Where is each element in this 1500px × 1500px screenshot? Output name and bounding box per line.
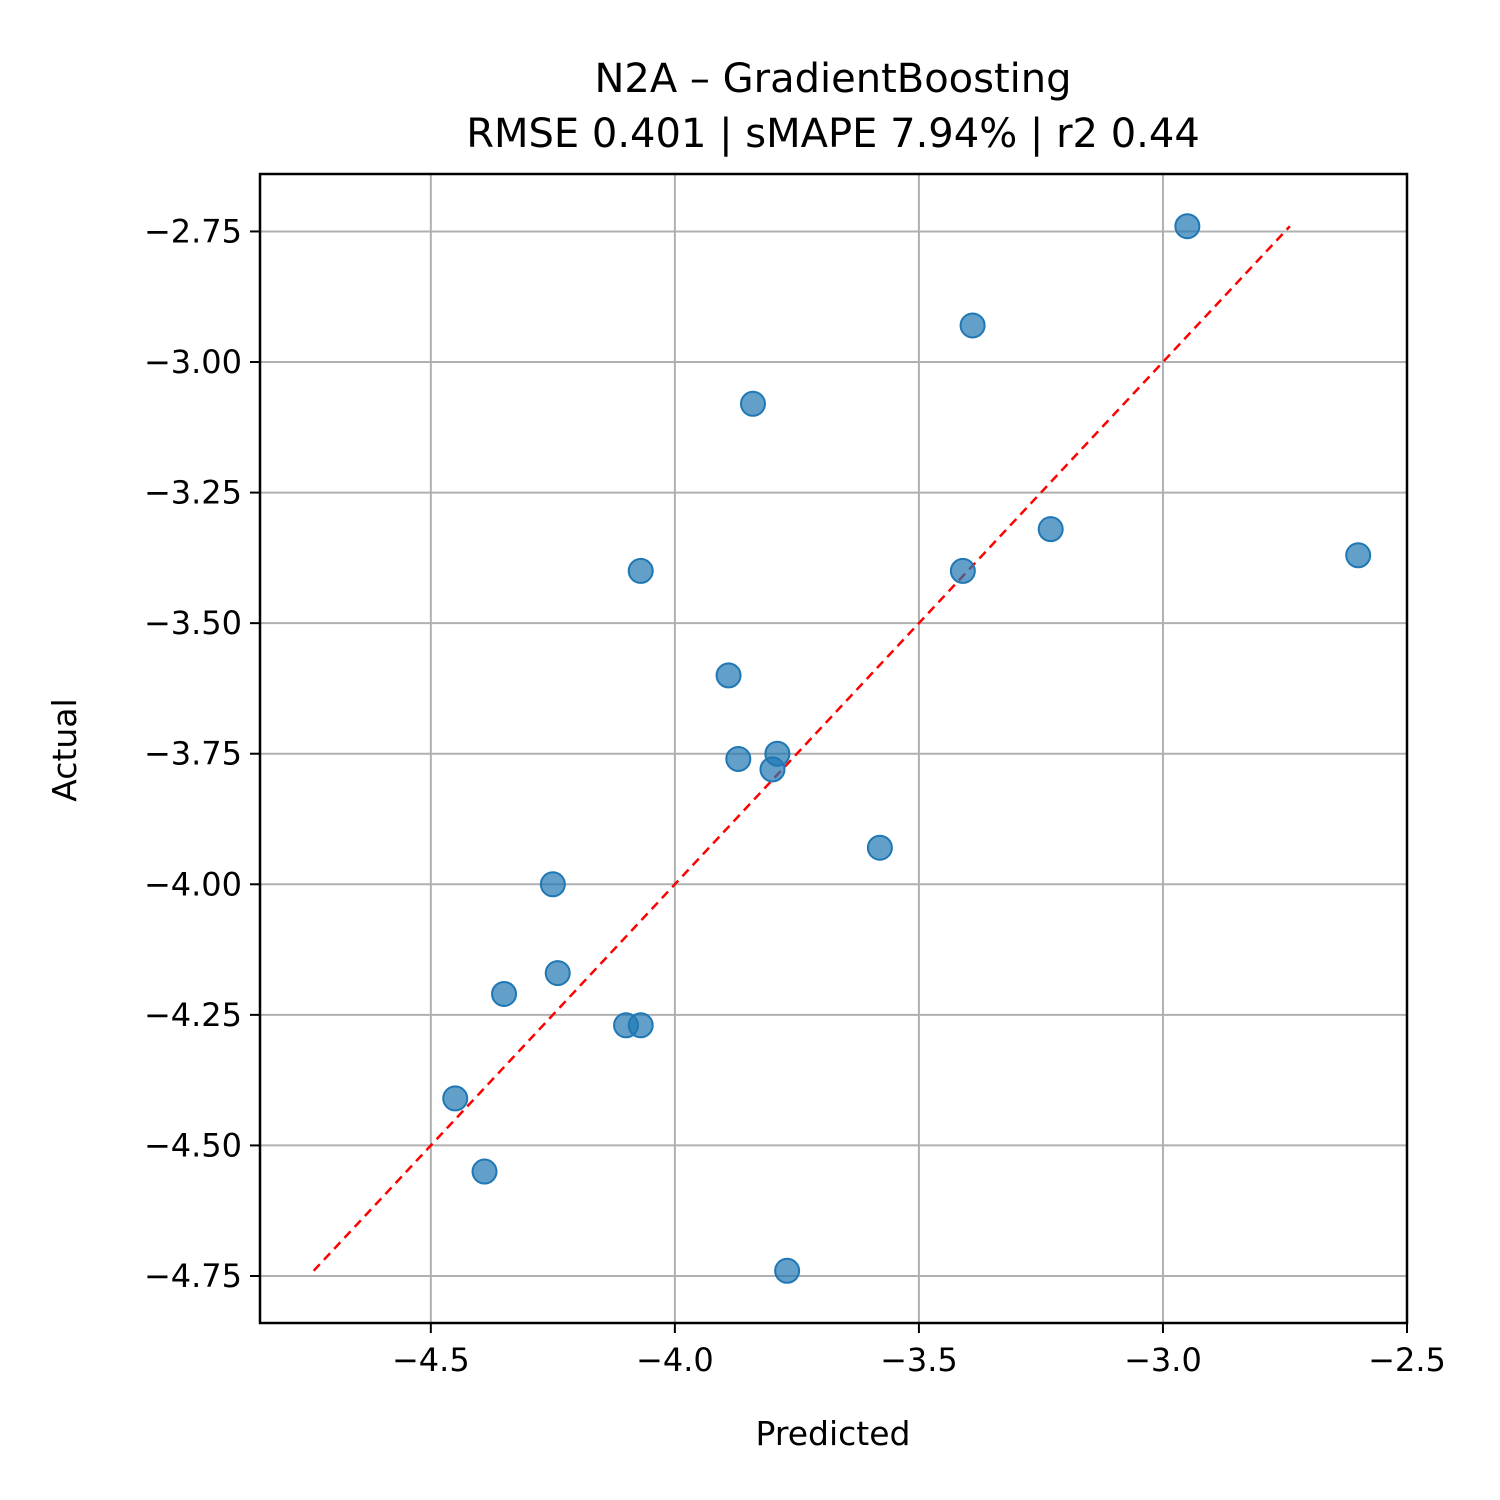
data-point bbox=[613, 1012, 640, 1039]
y-tick-label: −3.25 bbox=[144, 474, 242, 512]
data-point bbox=[866, 834, 893, 861]
data-point bbox=[1345, 542, 1372, 569]
data-point bbox=[491, 980, 518, 1007]
chart-subtitle: RMSE 0.401 | sMAPE 7.94% | r2 0.44 bbox=[466, 111, 1200, 157]
x-axis-label: Predicted bbox=[756, 1414, 911, 1453]
x-tick-label: −3.5 bbox=[880, 1341, 958, 1379]
data-point bbox=[949, 557, 976, 584]
data-points bbox=[442, 213, 1372, 1284]
grid bbox=[260, 174, 1408, 1323]
data-point bbox=[544, 960, 571, 987]
data-point bbox=[725, 745, 752, 772]
data-point bbox=[739, 390, 766, 417]
reference-line-layer bbox=[312, 225, 1291, 1272]
data-point bbox=[442, 1085, 469, 1112]
y-axis-ticks: −2.75 −3.00 −3.25 −3.50 −3.75 −4.00 −4.25 −4.50… bbox=[144, 212, 260, 1295]
y-tick-label: −3.00 bbox=[144, 343, 242, 381]
y-tick-label: −4.50 bbox=[144, 1126, 242, 1164]
data-point bbox=[959, 312, 986, 339]
x-tick-label: −4.0 bbox=[636, 1341, 714, 1379]
data-point bbox=[774, 1257, 801, 1284]
y-tick-label: −3.50 bbox=[144, 604, 242, 642]
y-tick-label: −4.00 bbox=[144, 865, 242, 903]
data-point bbox=[1174, 213, 1201, 240]
data-point bbox=[539, 871, 566, 898]
chart-title: N2A – GradientBoosting bbox=[594, 56, 1071, 102]
data-point bbox=[471, 1158, 498, 1185]
x-tick-label: −2.5 bbox=[1368, 1341, 1446, 1379]
y-tick-label: −2.75 bbox=[144, 212, 242, 250]
plot-frame bbox=[258, 172, 1409, 1325]
y-tick-label: −4.75 bbox=[144, 1257, 242, 1295]
data-point bbox=[715, 662, 742, 689]
x-axis-ticks: −4.5 −4.0 −3.5 −3.0 −2.5 bbox=[392, 1323, 1446, 1379]
data-point bbox=[1037, 516, 1064, 543]
y-tick-label: −3.75 bbox=[144, 735, 242, 773]
reference-line bbox=[312, 225, 1291, 1272]
data-point bbox=[759, 756, 786, 783]
y-axis-label: Actual bbox=[45, 698, 84, 801]
x-tick-label: −3.0 bbox=[1124, 1341, 1202, 1379]
x-tick-label: −4.5 bbox=[392, 1341, 470, 1379]
y-tick-label: −4.25 bbox=[144, 996, 242, 1034]
data-point bbox=[627, 557, 654, 584]
